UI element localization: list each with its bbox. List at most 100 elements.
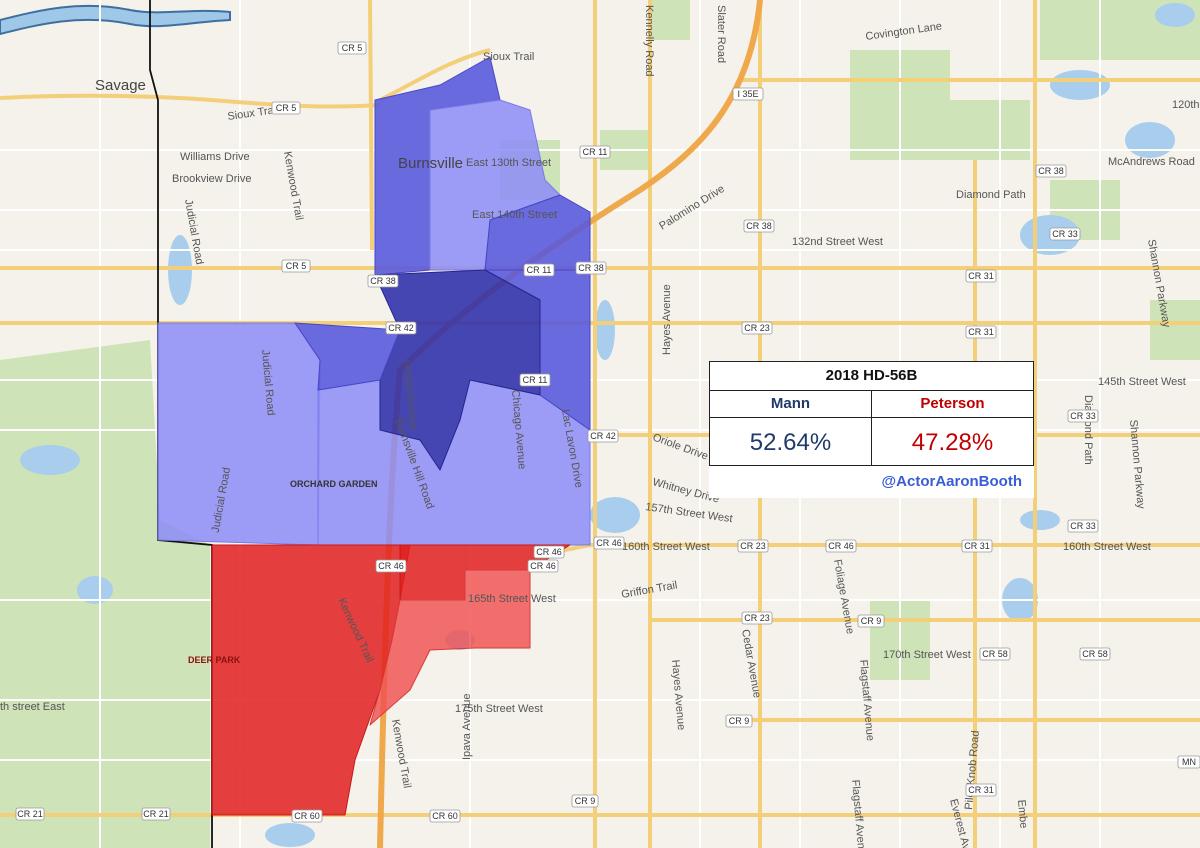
shield-cr21-b: CR 21 xyxy=(141,807,171,821)
shield-cr58-a: CR 58 xyxy=(979,647,1011,661)
shield-cr23-b: CR 23 xyxy=(737,539,769,553)
percent-peterson: 47.28% xyxy=(871,418,1033,467)
svg-text:CR 23: CR 23 xyxy=(744,613,770,623)
shield-cr9-c: CR 9 xyxy=(571,794,599,808)
label-165th: 165th Street West xyxy=(468,593,556,605)
svg-text:CR 5: CR 5 xyxy=(342,43,363,53)
svg-text:CR 60: CR 60 xyxy=(432,811,458,821)
shield-cr38-d: CR 38 xyxy=(1035,164,1067,178)
label-diamond-path-1: Diamond Path xyxy=(956,189,1026,201)
label-flagstaff-2: Flagstaff Avenue xyxy=(849,779,868,848)
shield-cr11-a: CR 11 xyxy=(579,145,611,159)
svg-text:CR 38: CR 38 xyxy=(578,263,604,273)
svg-text:CR 33: CR 33 xyxy=(1052,229,1078,239)
shield-cr31-b: CR 31 xyxy=(965,325,997,339)
shield-cr46-c: CR 46 xyxy=(527,559,559,573)
shield-i35e: I 35E xyxy=(732,87,764,101)
label-mcandrews: McAndrews Road xyxy=(1108,156,1195,168)
label-175th: 175th Street West xyxy=(455,703,543,715)
shield-cr42-a: CR 42 xyxy=(385,321,417,335)
precinct-northeast xyxy=(484,194,591,271)
results-title: 2018 HD-56B xyxy=(710,362,1033,391)
label-east-130th: East 130th Street xyxy=(466,157,551,169)
shield-cr31-a: CR 31 xyxy=(965,269,997,283)
label-brookview-drive: Brookview Drive xyxy=(172,173,251,185)
shield-cr31-d: CR 31 xyxy=(965,783,997,797)
svg-text:CR 38: CR 38 xyxy=(1038,166,1064,176)
shield-cr21-a: CR 21 xyxy=(15,807,45,821)
svg-text:CR 38: CR 38 xyxy=(370,276,396,286)
shield-cr33-a: CR 33 xyxy=(1049,227,1081,241)
svg-text:CR 46: CR 46 xyxy=(828,541,854,551)
label-hayes-avenue-1: Hayes Avenue xyxy=(661,284,673,355)
svg-text:CR 38: CR 38 xyxy=(746,221,772,231)
svg-text:MN: MN xyxy=(1182,757,1196,767)
label-160th-1: 160th Street West xyxy=(622,541,710,553)
svg-text:CR 33: CR 33 xyxy=(1070,521,1096,531)
author-credit: @ActorAaronBooth xyxy=(881,473,1022,490)
election-results-table: 2018 HD-56B Mann Peterson 52.64% 47.28% xyxy=(709,361,1034,467)
author-credit-box: @ActorAaronBooth xyxy=(709,466,1034,498)
svg-text:CR 42: CR 42 xyxy=(590,431,616,441)
shield-cr46-e: CR 46 xyxy=(825,539,857,553)
label-savage: Savage xyxy=(95,77,146,94)
label-diamond-path-2: Diamond Path xyxy=(1082,395,1094,465)
shield-cr58-b: CR 58 xyxy=(1079,647,1111,661)
svg-text:CR 21: CR 21 xyxy=(143,809,169,819)
shield-cr38-b: CR 38 xyxy=(575,261,607,275)
label-145th: 145th Street West xyxy=(1098,376,1186,388)
label-ipava-avenue: Ipava Avenue xyxy=(461,694,473,760)
shield-cr38-a: CR 38 xyxy=(367,274,399,288)
label-120th: 120th xyxy=(1172,99,1200,111)
label-170th: 170th Street West xyxy=(883,649,971,661)
svg-text:CR 31: CR 31 xyxy=(964,541,990,551)
shield-cr33-c: CR 33 xyxy=(1067,519,1099,533)
shield-cr31-c: CR 31 xyxy=(961,539,993,553)
shield-cr60-a: CR 60 xyxy=(291,809,323,823)
shield-cr33-b: CR 33 xyxy=(1067,409,1099,423)
label-kennelly-road: Kennelly Road xyxy=(643,5,655,77)
river xyxy=(0,4,231,36)
svg-text:CR 33: CR 33 xyxy=(1070,411,1096,421)
svg-text:CR 9: CR 9 xyxy=(729,716,750,726)
route-shields: CR 5 CR 5 CR 5 CR 11 CR 11 CR 11 CR 38 C… xyxy=(15,41,1200,823)
shield-cr11-c: CR 11 xyxy=(519,373,551,387)
candidate-name-mann: Mann xyxy=(710,391,871,418)
svg-text:CR 11: CR 11 xyxy=(523,375,548,385)
svg-text:I 35E: I 35E xyxy=(737,89,758,99)
label-slater-road: Slater Road xyxy=(715,5,727,63)
svg-text:CR 58: CR 58 xyxy=(982,649,1008,659)
label-street-east: th street East xyxy=(0,701,65,713)
svg-text:CR 42: CR 42 xyxy=(388,323,414,333)
svg-text:CR 58: CR 58 xyxy=(1082,649,1108,659)
shield-cr46-b: CR 46 xyxy=(533,545,565,559)
shield-cr60-b: CR 60 xyxy=(429,809,461,823)
label-sioux-trail-1: Sioux Trail xyxy=(483,51,534,63)
shield-cr5-b: CR 5 xyxy=(271,101,301,115)
svg-text:CR 46: CR 46 xyxy=(596,538,622,548)
svg-text:CR 60: CR 60 xyxy=(294,811,320,821)
precinct-west-orchard xyxy=(157,322,321,546)
label-burnsville: Burnsville xyxy=(398,155,463,172)
svg-text:CR 9: CR 9 xyxy=(575,796,596,806)
svg-text:CR 31: CR 31 xyxy=(968,271,994,281)
shield-cr5-c: CR 5 xyxy=(281,259,311,273)
label-judicial-road-2: Judicial Road xyxy=(259,349,277,416)
candidate-names-row: Mann Peterson xyxy=(710,391,1033,418)
candidate-percent-row: 52.64% 47.28% xyxy=(710,418,1033,467)
shield-cr23-a: CR 23 xyxy=(741,321,773,335)
svg-text:CR 46: CR 46 xyxy=(378,561,404,571)
shield-cr42-b: CR 42 xyxy=(587,429,619,443)
svg-text:CR 21: CR 21 xyxy=(17,809,43,819)
shield-cr11-b: CR 11 xyxy=(523,263,555,277)
svg-text:CR 11: CR 11 xyxy=(527,265,552,275)
svg-text:CR 31: CR 31 xyxy=(968,327,994,337)
label-orchard-garden: ORCHARD GARDEN xyxy=(290,479,378,489)
percent-mann: 52.64% xyxy=(749,429,832,456)
precinct-polygons xyxy=(157,56,591,816)
shield-cr46-d: CR 46 xyxy=(593,536,625,550)
precinct-south-red-light xyxy=(369,569,531,726)
svg-text:CR 5: CR 5 xyxy=(276,103,297,113)
svg-text:CR 5: CR 5 xyxy=(286,261,307,271)
svg-text:CR 23: CR 23 xyxy=(744,323,770,333)
